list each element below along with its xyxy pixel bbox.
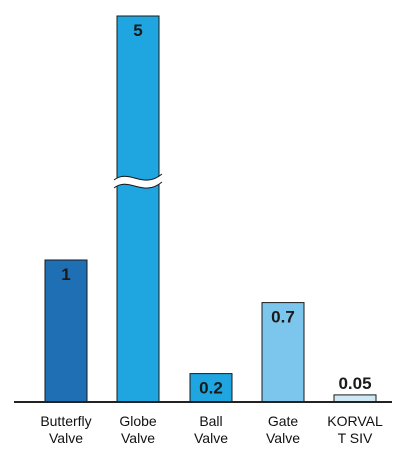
- value-label-1: 5: [133, 21, 142, 40]
- bar-4: [333, 394, 377, 403]
- category-label-4-0: KORVAL: [327, 413, 383, 429]
- category-label-3-1: Valve: [266, 430, 300, 446]
- category-labels-group: ButterflyValveGlobeValveBallValveGateVal…: [40, 413, 383, 446]
- bars-group: 1 5 0.2 0.7 0.05: [44, 15, 377, 403]
- category-label-1-0: Globe: [119, 413, 157, 429]
- axis-break-gap: [111, 175, 165, 188]
- axis-break-line: [113, 181, 163, 189]
- category-label-2-1: Valve: [194, 430, 228, 446]
- category-label-1-1: Valve: [121, 430, 155, 446]
- bar-2: [189, 373, 233, 403]
- bar-3: [261, 302, 305, 403]
- category-label-0-0: Butterfly: [40, 413, 91, 429]
- category-label-2-0: Ball: [199, 413, 222, 429]
- category-label-0-1: Valve: [49, 430, 83, 446]
- bar-0: [44, 259, 88, 403]
- value-label-4: 0.05: [338, 374, 371, 393]
- category-label-3-0: Gate: [268, 413, 299, 429]
- value-label-0: 1: [61, 265, 70, 284]
- bar-1: [116, 15, 160, 403]
- value-label-3: 0.7: [271, 308, 295, 327]
- category-label-4-1: T SIV: [338, 430, 373, 446]
- axis-break-line: [113, 173, 163, 181]
- value-label-2: 0.2: [199, 379, 223, 398]
